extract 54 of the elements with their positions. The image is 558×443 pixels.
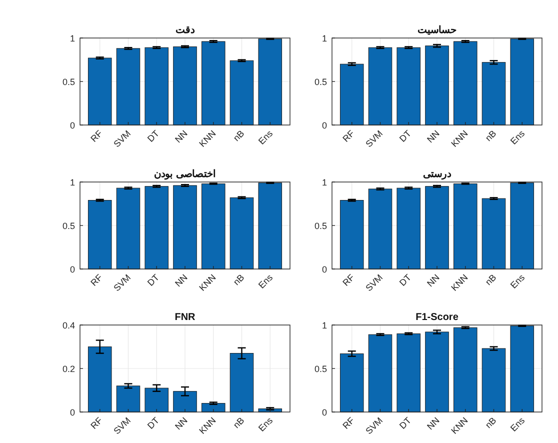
x-tick-label: Ens [508,272,527,290]
x-tick-label: Ens [256,272,275,290]
chart-title: درستی [423,169,452,180]
y-tick-label: 0.4 [62,320,75,330]
x-tick-label: DT [145,128,162,144]
y-tick-label: 0 [322,120,327,130]
x-tick-label: NN [425,415,442,432]
x-tick-label: RF [88,128,105,144]
y-tick-label: 0 [70,120,75,130]
x-tick-label: NN [173,272,190,289]
x-tick-label: NN [173,415,190,432]
x-tick-label: RF [88,414,105,431]
y-tick-label: 0 [322,408,327,418]
x-tick-label: Ens [508,128,527,146]
x-tick-label: RF [340,272,357,288]
y-tick-label: 0 [70,408,75,418]
x-tick-label: DT [397,272,414,288]
chart-title: F1-Score [416,312,459,323]
x-tick-label: NN [425,272,442,289]
y-tick-label: 1 [322,178,327,188]
y-tick-label: 0.5 [62,221,75,231]
y-tick-label: 0 [322,264,327,274]
x-tick-label: nB [231,272,246,288]
x-tick-label: RF [88,272,105,288]
x-tick-label: DT [145,414,162,431]
x-tick-label: nB [483,415,498,430]
x-tick-label: nB [483,128,498,144]
y-tick-label: 0.2 [62,364,75,374]
x-tick-label: DT [397,414,414,431]
y-tick-label: 1 [322,320,327,330]
x-tick-label: nB [231,415,246,430]
x-tick-label: DT [145,272,162,288]
x-tick-label: Ens [508,414,527,434]
y-tick-label: 0.5 [62,77,75,87]
x-tick-label: NN [425,128,442,145]
x-tick-label: DT [397,128,414,144]
chart-title: اختصاصی بودن [154,169,216,180]
y-tick-label: 1 [70,34,75,44]
x-tick-label: Ens [256,128,275,146]
y-tick-label: 1 [322,34,327,44]
x-tick-label: RF [340,128,357,144]
y-tick-label: 0 [70,264,75,274]
chart-title: حساسیت [418,25,456,36]
x-tick-label: NN [173,128,190,145]
chart-title: دقت [176,25,196,36]
chart-title: FNR [174,312,196,323]
x-tick-label: nB [483,272,498,288]
x-tick-label: RF [340,414,357,431]
x-tick-label: Ens [256,414,275,434]
y-tick-label: 0.5 [314,221,327,231]
y-tick-label: 0.5 [314,364,327,374]
y-tick-label: 0.5 [314,77,327,87]
x-tick-label: nB [231,128,246,144]
y-tick-label: 1 [70,178,75,188]
